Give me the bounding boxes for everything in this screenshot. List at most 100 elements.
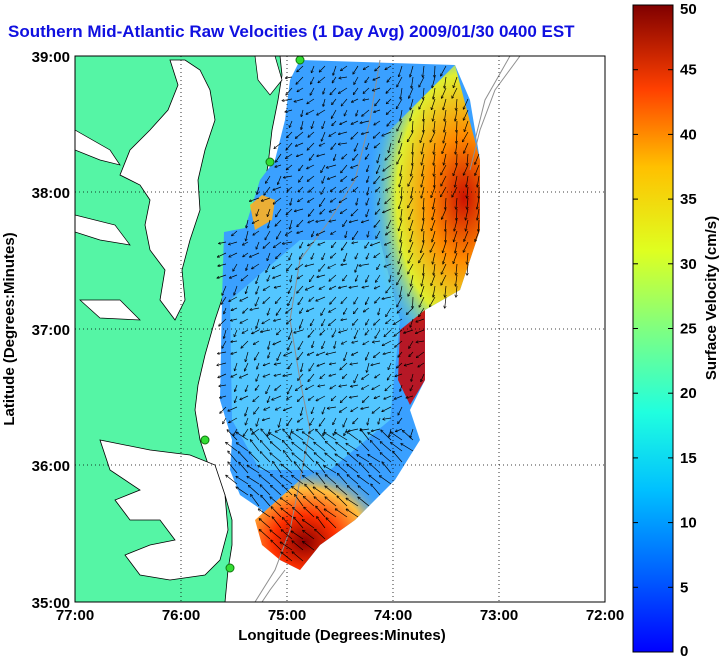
velocity-arrow (308, 351, 315, 355)
velocity-arrow (328, 406, 337, 408)
velocity-arrow (235, 362, 238, 371)
velocity-arrow (342, 340, 348, 344)
velocity-arrow (362, 384, 370, 389)
velocity-arrow (365, 76, 370, 82)
velocity-arrow (399, 142, 403, 154)
velocity-arrow (432, 208, 436, 220)
velocity-arrow (242, 329, 249, 333)
velocity-arrow (409, 87, 414, 98)
station-marker (265, 157, 275, 167)
velocity-arrow (443, 252, 447, 264)
velocity-arrow (434, 120, 436, 132)
velocity-arrow (263, 241, 271, 248)
velocity-arrow (228, 451, 238, 463)
station-marker (295, 56, 305, 65)
velocity-arrow (410, 428, 414, 438)
velocity-arrow (277, 329, 282, 335)
velocity-arrow (217, 274, 227, 278)
velocity-arrow (386, 230, 392, 235)
velocity-arrow (446, 230, 447, 242)
velocity-arrow (301, 406, 304, 415)
velocity-arrow (240, 318, 249, 323)
velocity-arrow (298, 274, 304, 279)
velocity-arrow (357, 455, 370, 463)
velocity-arrow (371, 441, 381, 452)
velocity-arrow (385, 197, 392, 204)
colorbar-tick-label: 45 (680, 62, 697, 79)
velocity-arrow (316, 395, 326, 401)
velocity-arrow (328, 175, 337, 179)
velocity-arrow (384, 395, 392, 399)
velocity-arrow (374, 131, 381, 138)
velocity-arrow (412, 153, 413, 165)
velocity-arrow (340, 120, 348, 124)
velocity-arrow (400, 285, 403, 297)
velocity-arrow (264, 285, 271, 290)
velocity-arrow (385, 153, 392, 160)
velocity-arrow (309, 153, 315, 160)
velocity-arrow (395, 373, 403, 376)
velocity-arrow (317, 462, 326, 474)
velocity-arrow (386, 252, 392, 257)
velocity-arrow (303, 476, 315, 485)
velocity-arrow (331, 142, 337, 149)
velocity-arrow (246, 285, 249, 293)
velocity-arrow (413, 296, 414, 308)
velocity-arrow (456, 208, 457, 220)
velocity-arrow (374, 395, 381, 398)
velocity-arrow (332, 76, 337, 83)
velocity-arrow (374, 109, 381, 112)
velocity-arrow (246, 219, 249, 228)
colorbar-tick-label: 30 (680, 256, 697, 273)
velocity-arrow (267, 252, 271, 260)
velocity-arrow (340, 406, 348, 412)
velocity-arrow (368, 230, 370, 237)
velocity-arrow (257, 186, 260, 194)
velocity-arrow (343, 274, 348, 281)
velocity-arrow (389, 142, 392, 153)
velocity-arrow (292, 552, 304, 562)
velocity-arrow (398, 263, 403, 274)
velocity-arrow (296, 384, 304, 390)
velocity-arrow (273, 197, 282, 204)
velocity-arrow (375, 142, 381, 148)
velocity-arrow (399, 65, 403, 77)
velocity-arrow (266, 175, 271, 183)
velocity-arrow (321, 307, 326, 315)
velocity-arrow (331, 252, 337, 258)
velocity-arrow (229, 417, 238, 423)
velocity-arrow (317, 109, 326, 115)
x-axis: 77:00 76:00 75:00 74:00 73:00 72:00 Long… (56, 607, 624, 644)
velocity-arrow (337, 496, 348, 507)
velocity-arrow (384, 263, 392, 267)
velocity-arrow (422, 153, 425, 165)
velocity-arrow (362, 285, 370, 288)
velocity-arrow (253, 219, 260, 223)
x-tick-label: 73:00 (480, 607, 518, 624)
velocity-arrow (295, 495, 304, 507)
velocity-arrow (367, 362, 370, 372)
velocity-arrow (372, 384, 381, 389)
velocity-arrow (276, 406, 282, 410)
velocity-arrow (294, 329, 304, 333)
velocity-arrow (387, 109, 392, 114)
velocity-arrow (374, 252, 381, 257)
velocity-arrow (329, 373, 337, 376)
velocity-arrow (396, 428, 403, 431)
velocity-arrow (329, 131, 337, 136)
velocity-arrow (334, 340, 337, 348)
velocity-arrow (335, 433, 348, 441)
velocity-arrow (287, 417, 293, 426)
velocity-arrow (409, 241, 414, 252)
velocity-arrow (306, 285, 315, 290)
velocity-arrow (376, 274, 381, 282)
velocity-arrow (224, 307, 227, 314)
velocity-arrow (343, 373, 348, 378)
velocity-arrow (344, 307, 348, 314)
velocity-arrow (267, 208, 271, 216)
velocity-arrow (411, 373, 414, 381)
velocity-arrows (217, 65, 479, 562)
y-tick-label: 39:00 (32, 49, 70, 66)
velocity-arrow (324, 509, 337, 518)
velocity-arrow (410, 109, 414, 121)
